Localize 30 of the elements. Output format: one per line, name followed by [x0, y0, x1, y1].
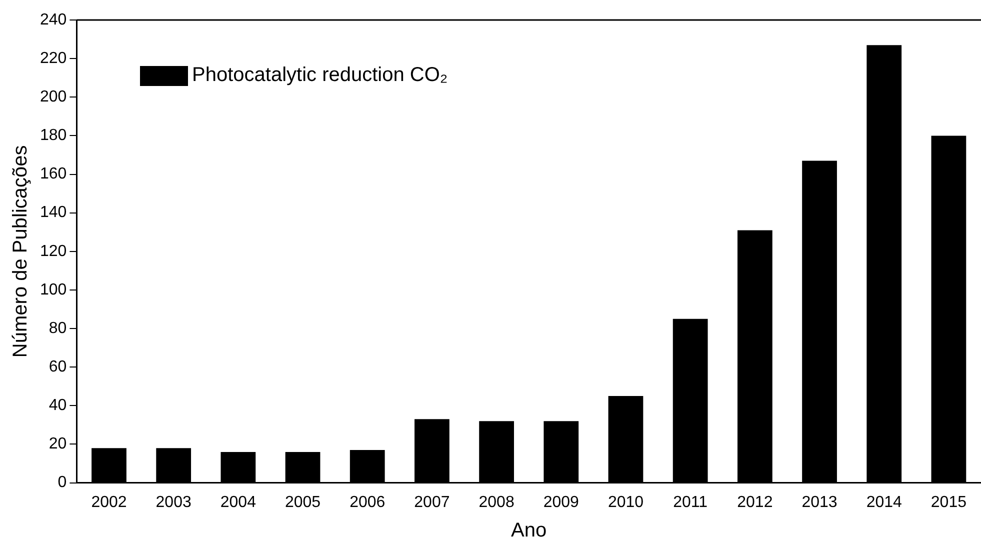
y-tick-label: 80: [48, 320, 67, 337]
y-tick-label: 0: [58, 474, 67, 492]
y-axis-title: Número de Publicações: [10, 145, 32, 358]
y-tick-label: 120: [40, 242, 67, 260]
x-tick-label: 2004: [220, 494, 256, 511]
x-tick-label: 2008: [478, 494, 514, 511]
y-tick-label: 100: [40, 281, 67, 298]
x-tick-label: 2013: [802, 494, 838, 511]
x-tick-label: 2010: [608, 494, 644, 511]
x-tick-label: 2011: [673, 494, 708, 511]
x-tick-label: 2009: [543, 494, 580, 511]
y-tick-label: 240: [40, 11, 67, 28]
x-tick-label: 2003: [156, 494, 192, 511]
x-tick-label: 2006: [350, 494, 386, 511]
y-tick-label: 60: [48, 358, 67, 376]
x-axis-title: Ano: [511, 520, 547, 542]
y-tick-label: 180: [40, 127, 67, 144]
x-tick-label: 2005: [284, 494, 321, 511]
y-tick-label: 220: [40, 50, 67, 67]
y-tick-label: 160: [40, 166, 67, 183]
legend-label: Photocatalytic reduction CO₂: [192, 64, 448, 87]
x-tick-label: 2007: [414, 494, 450, 511]
x-tick-label: 2002: [91, 494, 127, 511]
y-tick-label: 20: [48, 436, 67, 453]
x-tick-label: 2014: [866, 494, 902, 511]
y-tick-label: 140: [40, 204, 67, 222]
x-tick-label: 2012: [737, 494, 773, 511]
x-tick-label: 2015: [930, 494, 967, 511]
y-tick-label: 200: [40, 88, 67, 106]
y-tick-label: 40: [48, 397, 67, 414]
